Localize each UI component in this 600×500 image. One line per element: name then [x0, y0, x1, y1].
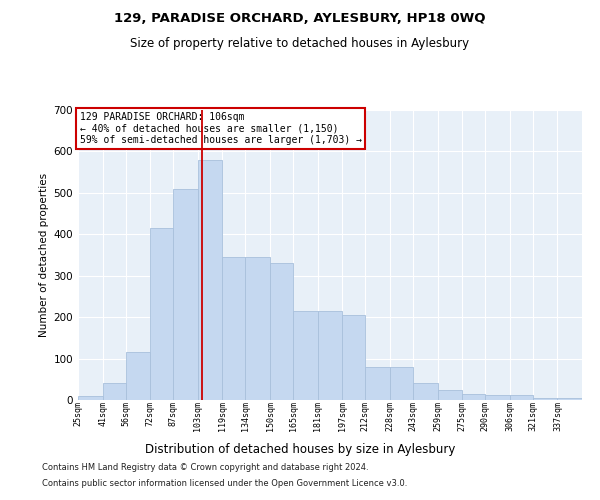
Text: 129, PARADISE ORCHARD, AYLESBURY, HP18 0WQ: 129, PARADISE ORCHARD, AYLESBURY, HP18 0…	[114, 12, 486, 26]
Bar	[223, 257, 245, 400]
Text: Contains HM Land Registry data © Crown copyright and database right 2024.: Contains HM Land Registry data © Crown c…	[42, 464, 368, 472]
Bar	[125, 352, 150, 400]
Bar	[103, 384, 125, 400]
Text: Distribution of detached houses by size in Aylesbury: Distribution of detached houses by size …	[145, 442, 455, 456]
Bar	[78, 396, 103, 400]
Text: Size of property relative to detached houses in Aylesbury: Size of property relative to detached ho…	[130, 38, 470, 51]
Bar	[318, 311, 342, 400]
Bar	[293, 311, 318, 400]
Bar	[557, 398, 582, 400]
Text: 129 PARADISE ORCHARD: 106sqm
← 40% of detached houses are smaller (1,150)
59% of: 129 PARADISE ORCHARD: 106sqm ← 40% of de…	[80, 112, 362, 146]
Bar	[365, 367, 390, 400]
Bar	[198, 160, 223, 400]
Bar	[245, 257, 270, 400]
Bar	[150, 228, 173, 400]
Y-axis label: Number of detached properties: Number of detached properties	[40, 173, 49, 337]
Bar	[390, 367, 413, 400]
Bar	[342, 315, 365, 400]
Bar	[437, 390, 462, 400]
Bar	[462, 394, 485, 400]
Bar	[485, 394, 510, 400]
Bar	[413, 384, 437, 400]
Bar	[510, 394, 533, 400]
Text: Contains public sector information licensed under the Open Government Licence v3: Contains public sector information licen…	[42, 478, 407, 488]
Bar	[173, 188, 198, 400]
Bar	[533, 398, 557, 400]
Bar	[270, 264, 293, 400]
